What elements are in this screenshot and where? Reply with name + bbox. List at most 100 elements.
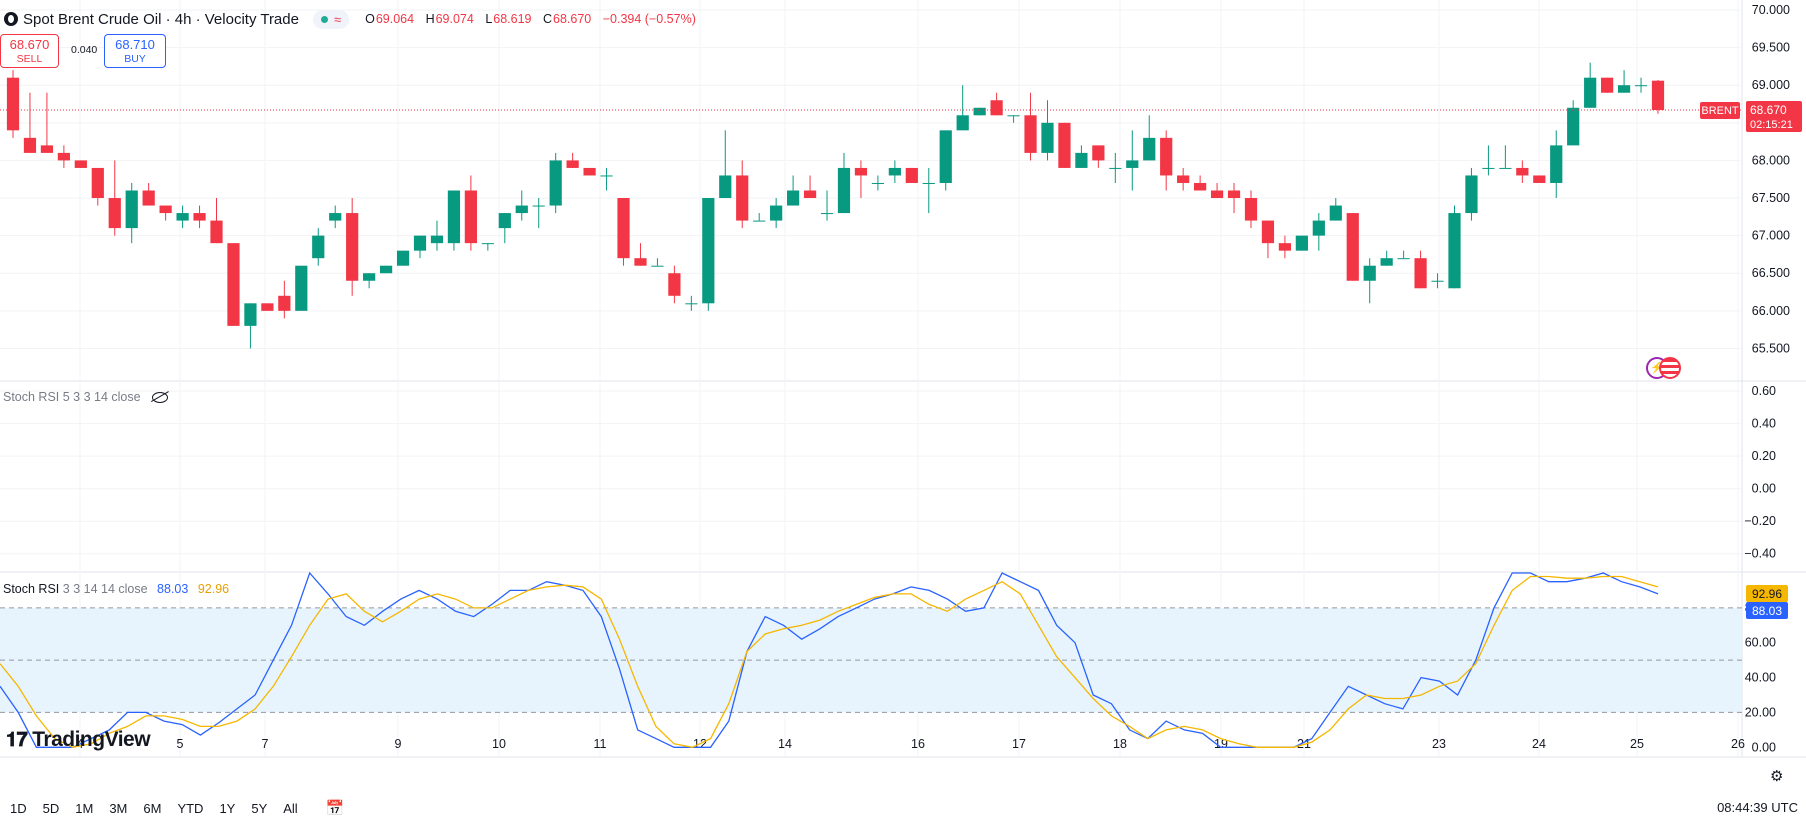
candle-body [363, 273, 376, 281]
candle-body [770, 205, 783, 221]
price-tick-label: 67.500 [1752, 191, 1790, 205]
candle [430, 220, 444, 251]
candle [888, 160, 901, 183]
calendar-goto-icon[interactable]: 📅 [325, 800, 345, 817]
candle [651, 258, 664, 267]
candle [854, 160, 868, 199]
candle [1414, 250, 1427, 289]
time-tick-label: 25 [1630, 737, 1644, 751]
countdown-tag: 02:15:21 [1750, 119, 1793, 131]
candle-body [108, 198, 121, 229]
candle [1109, 152, 1122, 183]
tradingview-logo[interactable]: 𝟏𝟕 TradingView [6, 728, 151, 752]
range-6m[interactable]: 6M [143, 800, 162, 816]
stoch-rsi-2-legend[interactable]: Stoch RSI 3 3 14 14 close 88.03 92.96 [3, 582, 229, 596]
candle-body [1516, 167, 1529, 176]
utc-clock[interactable]: 08:44:39 UTC [1717, 800, 1798, 815]
tradingview-logo-text: TradingView [32, 728, 151, 751]
candle [363, 273, 376, 289]
candle-body [719, 175, 732, 199]
range-1y[interactable]: 1Y [219, 800, 236, 816]
candle-body [1210, 190, 1224, 199]
candle-body [753, 220, 766, 222]
buy-button[interactable]: 68.710 BUY [104, 34, 166, 68]
candle [1584, 62, 1597, 108]
candle [990, 92, 1003, 116]
candle-body [91, 167, 104, 199]
range-5y[interactable]: 5Y [251, 800, 268, 816]
range-ytd[interactable]: YTD [177, 800, 204, 816]
time-tick-label: 17 [1012, 737, 1026, 751]
ohlc-low: 68.619 [493, 12, 532, 26]
candle-body [1194, 182, 1207, 191]
candle [1312, 213, 1325, 251]
price-tick-label: 66.000 [1752, 304, 1790, 318]
candle-body [956, 115, 969, 131]
event-flags[interactable]: ⚡ [1646, 357, 1684, 379]
symbol-title[interactable]: Spot Brent Crude Oil · 4h · Velocity Tra… [23, 10, 299, 28]
market-status-pill[interactable]: ≈ [312, 9, 350, 29]
candle-body [854, 167, 868, 176]
candle-body [1177, 175, 1190, 183]
candle [583, 167, 596, 176]
stoch-d-value-tag: 92.96 [1752, 587, 1782, 601]
time-tick-label: 9 [395, 737, 402, 751]
candle [1210, 182, 1224, 199]
settings-gear-icon[interactable]: ⚙ [1770, 768, 1784, 785]
candle [1499, 145, 1512, 169]
candle-body [837, 167, 851, 214]
candle [227, 243, 240, 326]
candle-body [973, 107, 986, 116]
candle [108, 160, 121, 236]
range-3m[interactable]: 3M [109, 800, 128, 816]
stoch-d-value-tag-box [1746, 585, 1788, 602]
candle-body [430, 235, 444, 244]
candle-body [1041, 122, 1054, 153]
tradingview-mark-icon: 𝟏𝟕 [6, 728, 28, 751]
candle [396, 250, 410, 266]
range-5d[interactable]: 5D [42, 800, 60, 816]
time-tick-label: 16 [911, 737, 925, 751]
price-tick-label: 68.000 [1752, 153, 1790, 167]
candle [1363, 258, 1376, 304]
stoch2-tick-label: 40.00 [1745, 671, 1776, 685]
candle [210, 198, 223, 244]
candle [1075, 145, 1088, 168]
candle [346, 198, 359, 296]
candle [1143, 115, 1156, 161]
candle-body [379, 265, 393, 274]
time-tick-label: 14 [778, 737, 792, 751]
stoch-rsi-1-legend[interactable]: Stoch RSI 5 3 3 14 close [3, 390, 169, 404]
candle [837, 152, 851, 214]
candle [1041, 100, 1054, 161]
candle [736, 160, 749, 229]
candle [312, 228, 325, 266]
candle-body [905, 167, 918, 183]
stoch-rsi-1-label: Stoch RSI 5 3 3 14 close [3, 390, 141, 404]
candle-body [1634, 85, 1648, 87]
range-1d[interactable]: 1D [10, 800, 27, 816]
candle [1160, 130, 1173, 191]
candle-body [244, 303, 257, 326]
candle-body [1482, 167, 1495, 169]
candle-body [990, 100, 1003, 116]
ohlc-close: 68.670 [553, 12, 592, 26]
candle [498, 213, 511, 244]
candle-body [634, 258, 647, 266]
us-flag-event-icon[interactable] [1659, 357, 1681, 379]
candle [464, 175, 477, 251]
candle-body [736, 175, 749, 221]
range-all[interactable]: All [283, 800, 298, 816]
candle [57, 145, 70, 168]
hidden-eye-icon[interactable] [152, 392, 169, 404]
ohlc-open: 69.064 [375, 12, 415, 26]
sell-button[interactable]: 68.670 SELL [0, 34, 59, 68]
candle-body [1397, 258, 1410, 260]
candle-body [1431, 280, 1444, 282]
range-1m[interactable]: 1M [75, 800, 94, 816]
last-price-tag: 68.670 [1750, 103, 1787, 117]
candle [685, 295, 698, 311]
candle [1261, 220, 1275, 259]
stoch-rsi-2-name: Stoch RSI [3, 582, 60, 596]
